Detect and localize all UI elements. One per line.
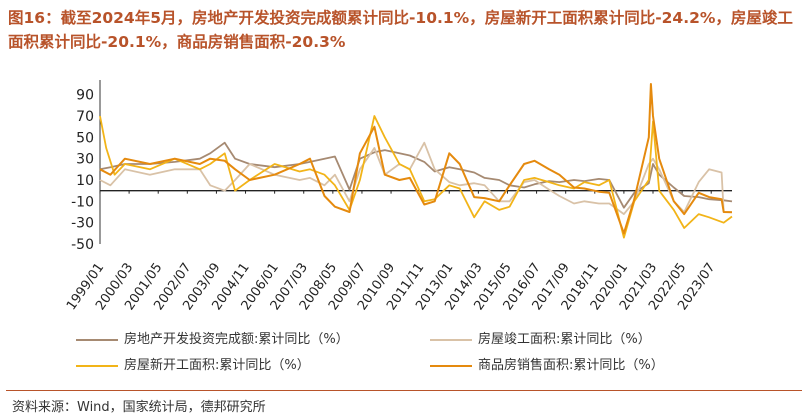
legend-item-1: 房屋竣工面积:累计同比（%）: [430, 328, 651, 347]
legend-swatch-3: [430, 364, 472, 367]
y-tick-label-7: 90: [76, 88, 94, 104]
legend-label-2: 房屋新开工面积:累计同比（%）: [124, 358, 310, 373]
y-tick-label-3: 10: [76, 173, 94, 189]
source-note: 资料来源：Wind，国家统计局，德邦研究所: [12, 400, 266, 415]
series-layer: [99, 83, 733, 239]
chart-title: 图16：截至2024年5月，房地产开发投资完成额累计同比-10.1%，房屋新开工…: [8, 9, 793, 51]
legend-item-3: 商品房销售面积:累计同比（%）: [430, 354, 664, 373]
legend-label-1: 房屋竣工面积:累计同比（%）: [478, 332, 651, 347]
series-line-1: [99, 141, 733, 215]
y-tick-label-2: -10: [71, 194, 94, 210]
legend-swatch-1: [430, 338, 472, 341]
y-tick-label-6: 70: [76, 109, 94, 125]
y-tick-label-4: 30: [76, 152, 94, 168]
y-tick-label-5: 50: [76, 130, 94, 146]
source-divider: [6, 390, 802, 391]
series-line-2: [99, 115, 733, 239]
legend-swatch-0: [76, 338, 118, 341]
y-tick-label-0: -50: [71, 237, 94, 253]
series-line-3: [99, 83, 733, 235]
legend-label-0: 房地产开发投资完成额:累计同比（%）: [124, 332, 349, 347]
legend-item-2: 房屋新开工面积:累计同比（%）: [76, 354, 310, 373]
y-tick-label-1: -30: [71, 216, 94, 232]
legend-label-3: 商品房销售面积:累计同比（%）: [478, 358, 664, 373]
legend-swatch-2: [76, 364, 118, 367]
legend-item-0: 房地产开发投资完成额:累计同比（%）: [76, 328, 349, 347]
